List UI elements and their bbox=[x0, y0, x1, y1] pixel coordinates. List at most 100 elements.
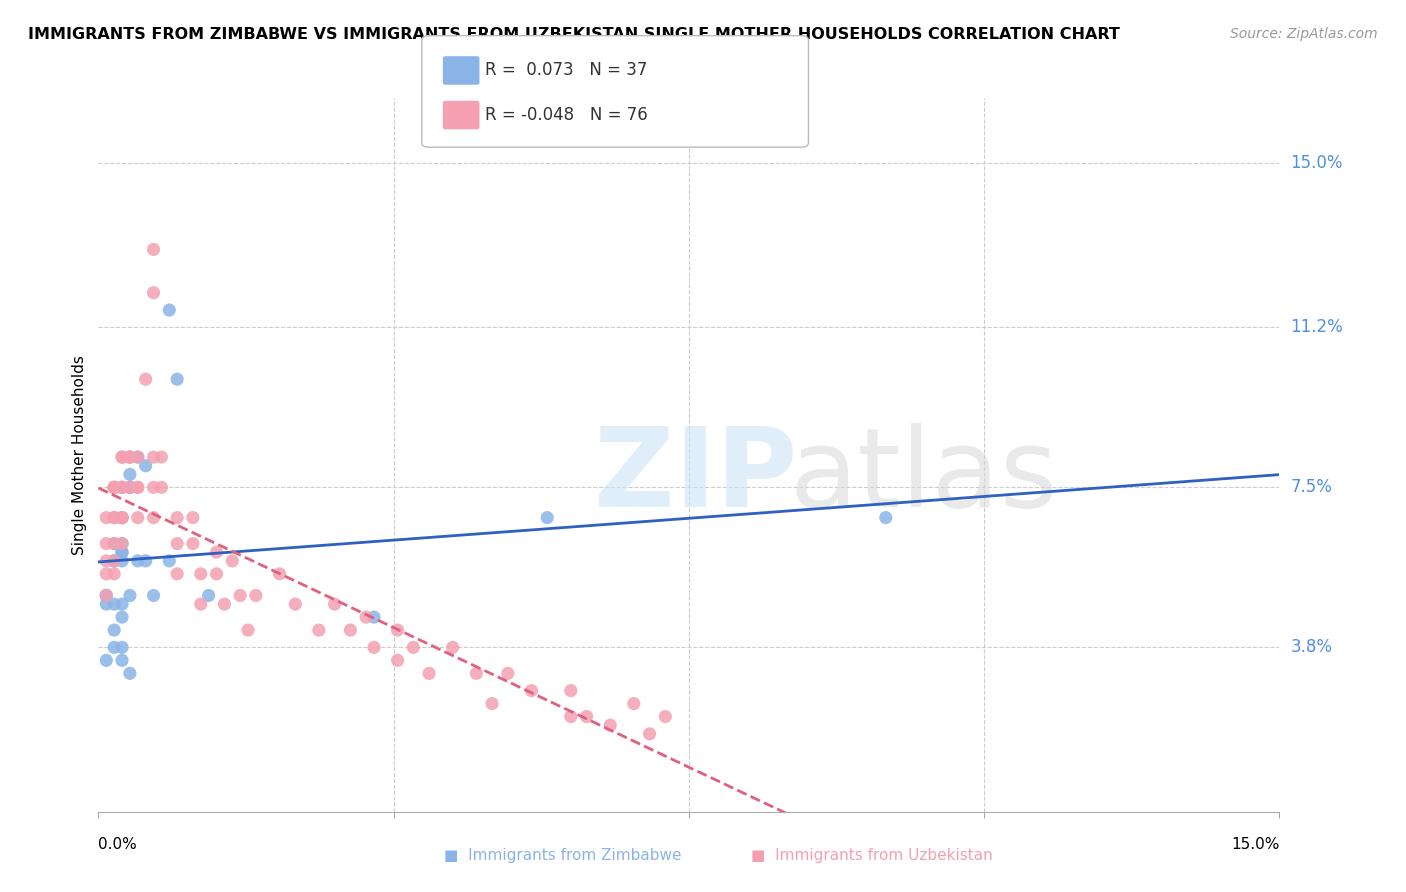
Point bbox=[127, 450, 149, 464]
Point bbox=[96, 554, 118, 568]
Point bbox=[111, 480, 134, 494]
Point bbox=[181, 536, 204, 550]
Point bbox=[96, 589, 118, 603]
Point bbox=[111, 480, 134, 494]
Point bbox=[166, 566, 188, 581]
Point bbox=[142, 480, 165, 494]
Point bbox=[111, 510, 134, 524]
Point bbox=[103, 536, 125, 550]
Point bbox=[135, 554, 157, 568]
Text: 7.5%: 7.5% bbox=[1291, 478, 1333, 496]
Point bbox=[205, 566, 228, 581]
Point bbox=[96, 589, 118, 603]
Point bbox=[339, 623, 361, 637]
Point bbox=[103, 566, 125, 581]
Point bbox=[142, 243, 165, 257]
Point bbox=[560, 683, 582, 698]
Point bbox=[536, 510, 558, 524]
Point bbox=[418, 666, 440, 681]
Point bbox=[875, 510, 897, 524]
Point bbox=[127, 510, 149, 524]
Point bbox=[441, 640, 464, 655]
Point bbox=[481, 697, 503, 711]
Point bbox=[127, 554, 149, 568]
Point bbox=[103, 480, 125, 494]
Point bbox=[229, 589, 252, 603]
Point bbox=[96, 566, 118, 581]
Text: IMMIGRANTS FROM ZIMBABWE VS IMMIGRANTS FROM UZBEKISTAN SINGLE MOTHER HOUSEHOLDS : IMMIGRANTS FROM ZIMBABWE VS IMMIGRANTS F… bbox=[28, 27, 1121, 42]
Point bbox=[599, 718, 621, 732]
Point bbox=[245, 589, 267, 603]
Point bbox=[575, 709, 598, 723]
Point bbox=[96, 510, 118, 524]
Point bbox=[387, 623, 409, 637]
Point bbox=[221, 554, 243, 568]
Point bbox=[142, 450, 165, 464]
Point bbox=[118, 467, 141, 482]
Point bbox=[214, 597, 236, 611]
Point bbox=[496, 666, 519, 681]
Point bbox=[111, 510, 134, 524]
Point bbox=[103, 640, 125, 655]
Point bbox=[111, 510, 134, 524]
Point bbox=[111, 640, 134, 655]
Point bbox=[157, 303, 180, 318]
Point bbox=[103, 623, 125, 637]
Point bbox=[118, 480, 141, 494]
Text: 11.2%: 11.2% bbox=[1291, 318, 1343, 336]
Point bbox=[269, 566, 291, 581]
Point bbox=[142, 285, 165, 300]
Point bbox=[638, 727, 661, 741]
Point bbox=[142, 510, 165, 524]
Point bbox=[118, 480, 141, 494]
Point bbox=[284, 597, 307, 611]
Point bbox=[111, 653, 134, 667]
Point bbox=[96, 589, 118, 603]
Text: ■  Immigrants from Zimbabwe: ■ Immigrants from Zimbabwe bbox=[444, 847, 681, 863]
Point bbox=[135, 458, 157, 473]
Point bbox=[111, 536, 134, 550]
Point bbox=[150, 480, 173, 494]
Point bbox=[103, 510, 125, 524]
Text: 3.8%: 3.8% bbox=[1291, 639, 1333, 657]
Point bbox=[190, 597, 212, 611]
Text: Source: ZipAtlas.com: Source: ZipAtlas.com bbox=[1230, 27, 1378, 41]
Point bbox=[103, 480, 125, 494]
Point bbox=[150, 450, 173, 464]
Point bbox=[111, 450, 134, 464]
Point bbox=[654, 709, 676, 723]
Point bbox=[103, 554, 125, 568]
Point bbox=[111, 554, 134, 568]
Point bbox=[166, 372, 188, 386]
Point bbox=[127, 450, 149, 464]
Point bbox=[103, 510, 125, 524]
Point bbox=[118, 450, 141, 464]
Point bbox=[142, 589, 165, 603]
Point bbox=[387, 653, 409, 667]
Point bbox=[236, 623, 259, 637]
Point bbox=[166, 536, 188, 550]
Point bbox=[308, 623, 330, 637]
Point bbox=[520, 683, 543, 698]
Point bbox=[197, 589, 219, 603]
Text: 15.0%: 15.0% bbox=[1232, 837, 1279, 852]
Point bbox=[103, 536, 125, 550]
Text: R =  0.073   N = 37: R = 0.073 N = 37 bbox=[485, 62, 647, 79]
Point bbox=[111, 545, 134, 559]
Point bbox=[135, 372, 157, 386]
Point bbox=[166, 510, 188, 524]
Point bbox=[103, 480, 125, 494]
Point bbox=[111, 536, 134, 550]
Point bbox=[111, 610, 134, 624]
Point bbox=[111, 450, 134, 464]
Point bbox=[363, 610, 385, 624]
Point bbox=[157, 554, 180, 568]
Point bbox=[118, 450, 141, 464]
Text: ■  Immigrants from Uzbekistan: ■ Immigrants from Uzbekistan bbox=[751, 847, 993, 863]
Point bbox=[111, 545, 134, 559]
Point bbox=[111, 480, 134, 494]
Point bbox=[111, 480, 134, 494]
Point bbox=[190, 566, 212, 581]
Point bbox=[103, 554, 125, 568]
Point bbox=[465, 666, 488, 681]
